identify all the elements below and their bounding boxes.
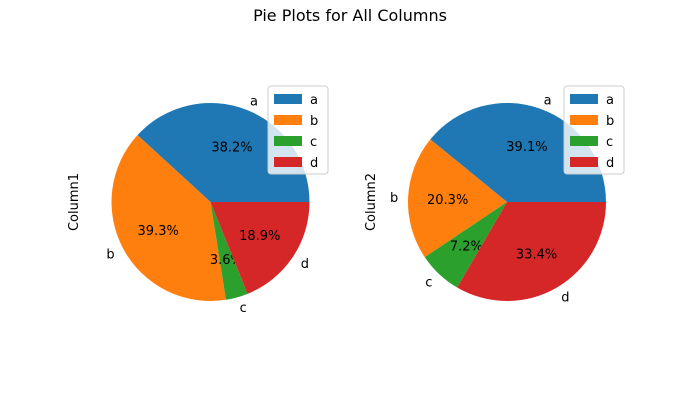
legend-label: c [606,135,613,150]
pct-label: 7.2% [450,239,483,254]
pie-slice-b [111,135,226,301]
pie-slice-a [137,103,310,202]
legend-label: c [310,135,317,150]
category-label: a [544,93,552,108]
legend-swatch-c [274,136,302,146]
legend-label: a [606,93,614,108]
pie-slice-b [408,139,507,258]
category-label: d [301,257,309,272]
legend-swatch-d [570,157,598,167]
pie-slice-d [210,202,310,294]
pie-slice-d [457,202,606,301]
pct-label: 39.1% [506,140,547,155]
pie-slice-a [430,102,606,202]
y-axis-label: Column2 [364,173,379,231]
legend-swatch-d [274,157,302,167]
legend-label: b [606,114,614,129]
category-label: a [250,94,258,109]
pct-label: 33.4% [516,248,557,263]
pct-label: 38.2% [211,141,252,156]
category-label: c [240,301,247,316]
legend-swatch-a [274,94,302,104]
legend-swatch-c [570,136,598,146]
y-axis-label: Column1 [67,173,82,231]
category-label: b [390,191,398,206]
pct-label: 39.3% [138,224,179,239]
legend-label: d [606,156,614,171]
legend-swatch-b [570,115,598,125]
legend-swatch-a [570,94,598,104]
category-label: b [106,248,114,263]
legend-label: d [310,156,318,171]
figure-title: Pie Plots for All Columns [253,6,447,25]
pct-label: 20.3% [427,193,468,208]
legend-label: a [310,93,318,108]
pie-slice-c [424,202,507,288]
category-label: c [425,275,432,290]
legend-swatch-b [274,115,302,125]
pct-label: 18.9% [239,229,280,244]
category-label: d [561,290,569,305]
legend-label: b [310,114,318,129]
pie-slice-c [210,202,248,300]
